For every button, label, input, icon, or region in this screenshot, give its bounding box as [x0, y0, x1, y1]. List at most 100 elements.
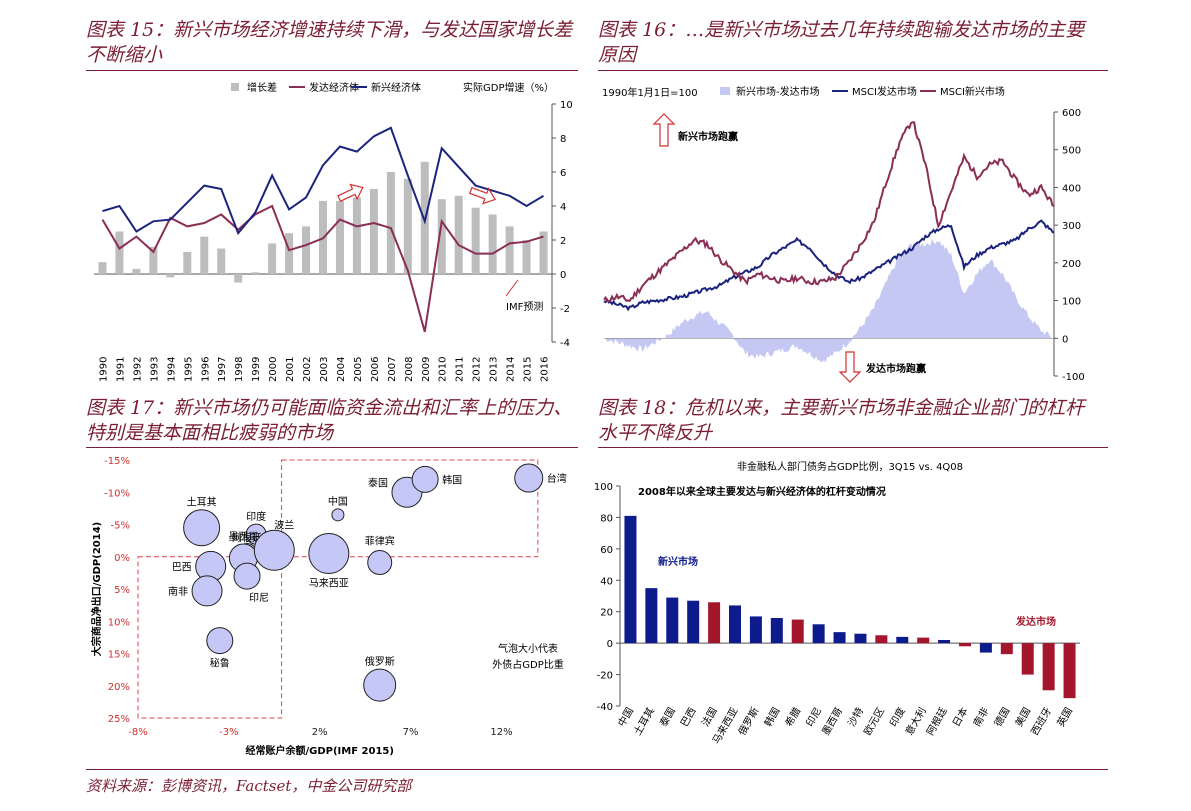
chart-bubble-vulnerability: -15% -10% -5% 0% 5% 10% 15% 20% 25% -8% -3% 2% 7% 12%…	[90, 456, 567, 757]
legend-label: 新兴市场-发达市场	[736, 85, 820, 98]
bar-leverage-change	[833, 632, 846, 644]
y-tick-label: -40	[597, 702, 613, 713]
bar-growth-gap	[471, 207, 480, 274]
imf-forecast-label: IMF预测	[506, 300, 543, 313]
x-tick-label: 1990	[98, 357, 109, 382]
group-label-emerging: 新兴市场	[658, 555, 698, 568]
bar-leverage-change	[729, 605, 741, 644]
series-line	[603, 121, 1055, 303]
x-tick-label: 2002	[302, 357, 313, 382]
panel-15-title-rule	[86, 70, 578, 71]
bubble-label: 波兰	[274, 518, 294, 531]
bar-growth-gap	[200, 236, 209, 274]
series-line	[102, 126, 545, 236]
bubble-point	[363, 668, 397, 702]
chart-leverage-change: 非金融私人部门债务占GDP比例，3Q15 vs. 4Q08 2008年以来全球主要…	[594, 460, 1080, 746]
bubble-label: 泰国	[368, 476, 388, 489]
y-tick-label: 200	[1062, 259, 1081, 270]
y-tick-label: 0	[607, 639, 613, 650]
y-tick-label: 20	[600, 608, 613, 619]
bar-leverage-change	[812, 624, 825, 644]
bubble-label: 马来西亚	[309, 578, 349, 590]
vulnerable-zone-box	[137, 556, 283, 719]
chart-title: 非金融私人部门债务占GDP比例，3Q15 vs. 4Q08	[737, 460, 963, 473]
x-tick-label: 印尼	[804, 706, 824, 729]
x-tick-label: 2016	[540, 357, 551, 382]
bubble-label: 墨西哥	[228, 531, 258, 543]
x-tick-label: -3%	[219, 727, 238, 738]
bubble-point	[331, 508, 345, 522]
y-tick-label: 5%	[114, 585, 130, 596]
x-tick-label: 1994	[166, 357, 177, 382]
bar-growth-gap	[369, 189, 378, 274]
bubble-point	[191, 575, 223, 607]
y-tick-label: 25%	[108, 714, 130, 725]
x-tick-label: 2015	[523, 357, 534, 382]
y-tick-label: 4	[560, 202, 566, 213]
x-tick-label: 7%	[403, 727, 419, 738]
bubble-label: 秘鲁	[210, 657, 230, 670]
y-tick-label: -4	[560, 338, 570, 349]
bar-growth-gap	[505, 226, 514, 274]
x-tick-label: 土耳其	[631, 705, 657, 737]
bubble-point	[206, 627, 234, 655]
bar-growth-gap	[352, 197, 361, 274]
x-tick-label: 俄罗斯	[735, 705, 761, 737]
annotation-em-outperform: 新兴市场跑赢	[678, 130, 738, 143]
x-tick-label: 美国	[1012, 705, 1033, 729]
bar-growth-gap	[522, 240, 531, 274]
y-tick-label: 0%	[114, 553, 130, 564]
x-tick-label: 阿根廷	[923, 705, 949, 737]
x-tick-label: 2%	[312, 727, 328, 738]
bubble-point	[367, 550, 393, 576]
bar-leverage-change	[624, 515, 637, 644]
x-tick-label: 2000	[268, 357, 279, 382]
x-tick-label: 巴西	[678, 706, 698, 729]
base-date-label: 1990年1月1日=100	[602, 86, 698, 99]
x-tick-label: 2003	[319, 357, 330, 382]
x-tick-label: 韩国	[761, 705, 782, 729]
bar-leverage-change	[645, 588, 658, 644]
x-tick-label: 中国	[615, 705, 636, 729]
x-tick-label: 2007	[387, 357, 398, 382]
bar-growth-gap	[268, 243, 277, 274]
bar-growth-gap	[488, 214, 497, 274]
bar-leverage-change	[959, 643, 971, 647]
bar-leverage-change	[1021, 643, 1034, 675]
legend-swatch	[231, 83, 239, 91]
bubble-size-note-line1: 气泡大小代表	[498, 642, 558, 655]
bubble-point	[233, 562, 261, 590]
x-tick-label: 1995	[183, 357, 194, 382]
y-tick-label: 60	[600, 545, 613, 556]
x-tick-label: 1996	[200, 357, 211, 382]
panel-18-title: 图表 18：危机以来，主要新兴市场非金融企业部门的杠杆水平不降反升	[598, 397, 1085, 444]
bar-growth-gap	[403, 178, 412, 274]
arrow-up-icon	[652, 113, 676, 147]
bubble-label: 印尼	[249, 592, 269, 604]
x-tick-label: -8%	[128, 727, 147, 738]
x-tick-label: 1997	[217, 357, 228, 382]
bar-leverage-change	[791, 619, 804, 644]
bar-leverage-change	[770, 618, 783, 644]
y-tick-label: 15%	[108, 650, 130, 661]
bar-leverage-change	[1042, 643, 1055, 691]
bar-growth-gap	[166, 274, 175, 278]
x-tick-label: 1993	[149, 357, 160, 382]
x-tick-label: 2013	[489, 357, 500, 382]
y-tick-label: -100	[1062, 372, 1085, 383]
y-tick-label: 2	[560, 236, 566, 247]
annotation-dm-outperform: 发达市场跑赢	[865, 362, 926, 375]
arrow-up-icon	[337, 183, 364, 203]
x-tick-label: 2011	[455, 357, 466, 382]
y-tick-label: -10%	[104, 488, 130, 499]
y-tick-label: 8	[560, 134, 566, 145]
bar-leverage-change	[1000, 643, 1013, 655]
bubble-point	[514, 463, 544, 493]
y-tick-label: 40	[600, 576, 613, 587]
bar-leverage-change	[979, 643, 992, 653]
legend-label: MSCI新兴市场	[940, 85, 1005, 98]
bubble-label: 菲律宾	[365, 535, 395, 548]
series-line	[603, 219, 1055, 312]
bar-leverage-change	[749, 616, 762, 644]
bar-growth-gap	[217, 248, 226, 274]
